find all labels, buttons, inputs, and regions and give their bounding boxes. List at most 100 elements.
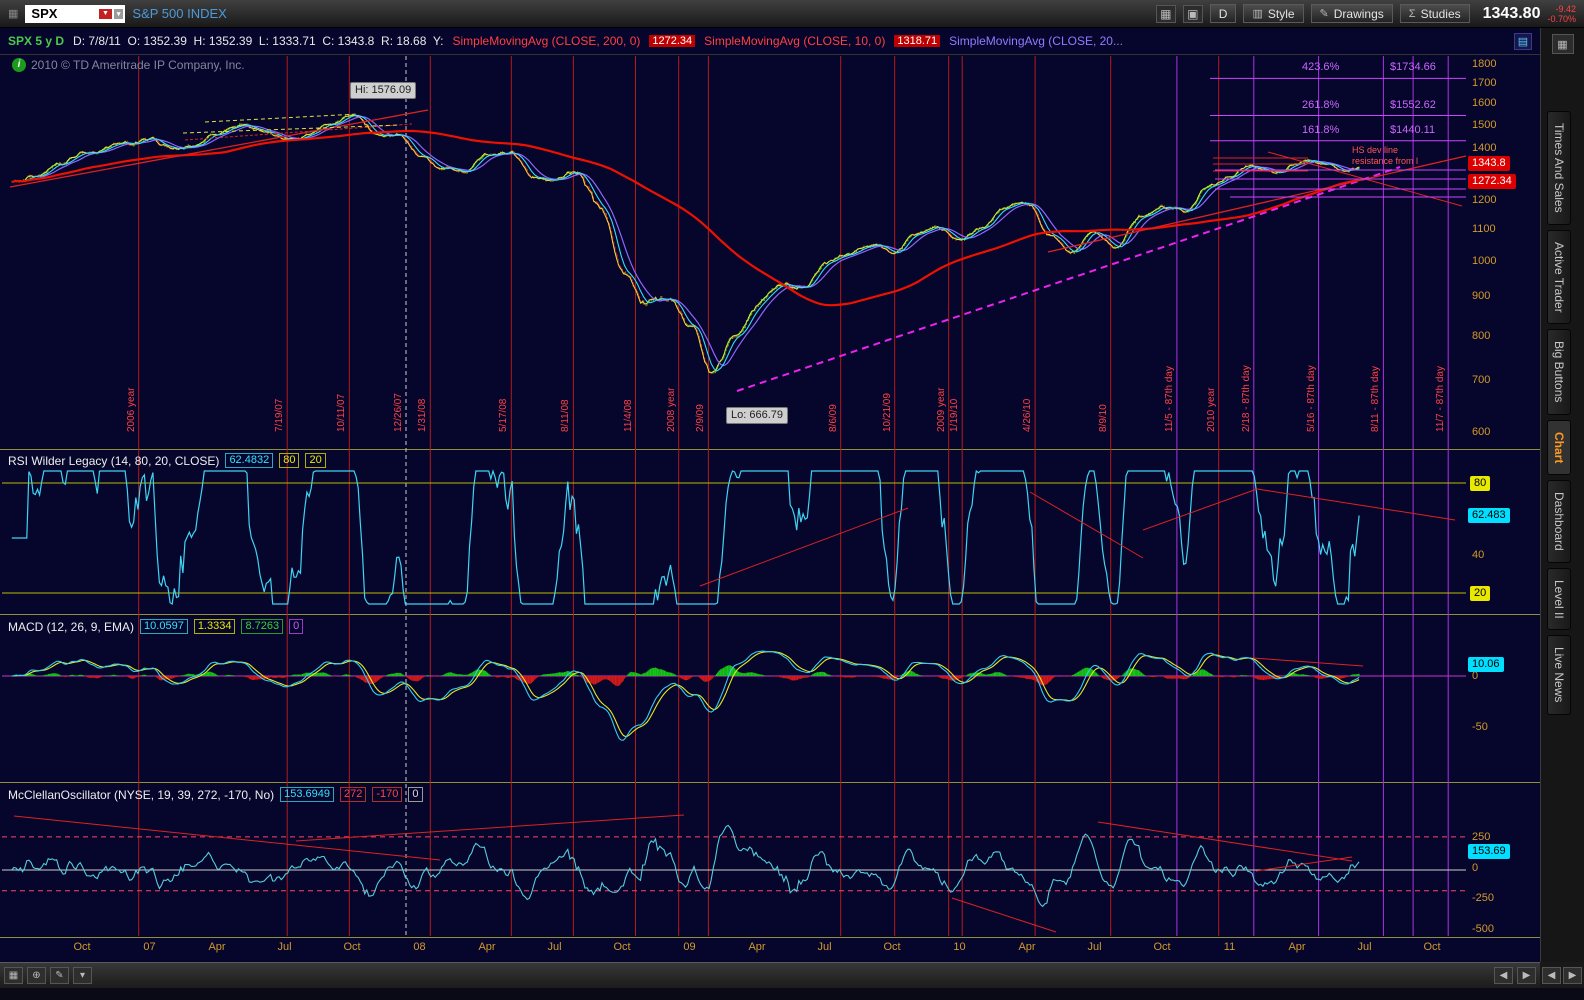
chart-info-bar: SPX 5 y D D: 7/8/11 O: 1352.39 H: 1352.3… — [0, 28, 1540, 54]
time-axis-label: Oct — [1423, 941, 1441, 953]
detach-window-icon[interactable]: ▣ — [1182, 4, 1203, 23]
symbol-history-button[interactable]: ▾ — [113, 8, 124, 19]
style-button[interactable]: ▥ Style — [1243, 4, 1304, 23]
event-date-label: 2/18 - 87th day — [1240, 365, 1252, 432]
event-date-label: 8/9/10 — [1097, 404, 1109, 432]
event-date-label: 2006 year — [125, 387, 137, 432]
price-axis-tick: 900 — [1472, 290, 1491, 303]
rsi-value: 62.4832 — [225, 453, 274, 468]
event-date-label: 2010 year — [1205, 387, 1217, 432]
event-date-label: 11/4/08 — [622, 399, 634, 432]
time-axis-label: Oct — [1153, 941, 1171, 953]
time-axis-label: 07 — [143, 941, 156, 953]
grid-view-icon[interactable]: ▦ — [1155, 4, 1176, 23]
time-axis-label: Oct — [613, 941, 631, 953]
time-axis-label: Jul — [277, 941, 292, 953]
event-date-label: 1/19/10 — [949, 398, 961, 432]
draw-mode-icon[interactable]: ✎ — [50, 967, 69, 984]
time-axis-label: Oct — [883, 941, 901, 953]
mcc-neg250-tick: -250 — [1472, 892, 1495, 904]
mcc-0-tick: 0 — [1472, 862, 1479, 874]
time-axis-label: Apr — [1288, 941, 1306, 953]
collapse-sidebar-button[interactable]: ◀ — [1542, 966, 1561, 984]
right-sidebar: ▦ Times And Sales Active Trader Big Button… — [1540, 28, 1584, 986]
scroll-right-button[interactable]: ▶ — [1517, 967, 1536, 984]
sma200-value: 1272.34 — [649, 35, 696, 47]
sidebar-tab-big-buttons[interactable]: Big Buttons — [1547, 329, 1571, 415]
time-axis-label: Apr — [748, 941, 766, 953]
price-axis-tick: 600 — [1472, 426, 1491, 439]
sidebar-tab-times-and-sales[interactable]: Times And Sales — [1547, 111, 1571, 225]
event-date-label: 5/16 - 87th day — [1305, 365, 1317, 432]
pencil-icon: ✎ — [1319, 8, 1329, 20]
price-axis-tick: 800 — [1472, 329, 1491, 342]
macd-diff: 8.7263 — [241, 619, 284, 634]
sidebar-tab-level-ii[interactable]: Level II — [1547, 567, 1571, 631]
sidebar-tab-chart[interactable]: Chart — [1547, 419, 1571, 476]
time-axis-label: Apr — [478, 941, 496, 953]
panel-layout-icon[interactable]: ▦ — [4, 967, 23, 984]
fib-extension-price: $1440.11 — [1390, 123, 1436, 136]
macd-zero: 0 — [289, 619, 304, 634]
expand-sidebar-button[interactable]: ▶ — [1563, 966, 1582, 984]
event-date-label: 11/7 - 87th day — [1435, 366, 1447, 432]
sidebar-gadget-icon[interactable]: ▦ — [1551, 34, 1574, 54]
style-icon: ▥ — [1252, 8, 1263, 20]
event-date-label: 11/5 - 87th day — [1163, 366, 1175, 432]
zoom-icon[interactable]: ⊕ — [27, 967, 46, 984]
symbol-timeframe: SPX 5 y D — [8, 34, 65, 48]
last-price: 1343.80 — [1482, 4, 1541, 22]
sidebar-tab-live-news[interactable]: Live News — [1547, 635, 1571, 715]
sidebar-corner: ◀ ▶ — [1540, 962, 1584, 988]
mcclellan-overbought: 272 — [340, 787, 367, 802]
mcc-value-bubble: 153.69 — [1468, 844, 1510, 859]
ohlc-readout: D: 7/8/11 O: 1352.39 H: 1352.39 L: 1333.… — [73, 34, 444, 48]
sma200-axis-bubble: 1272.34 — [1468, 174, 1516, 189]
copyright-watermark: 2010 © TD Ameritrade IP Company, Inc. — [31, 58, 245, 72]
time-axis-label: Oct — [343, 941, 361, 953]
sidebar-tab-active-trader[interactable]: Active Trader — [1547, 229, 1571, 325]
chart-settings-icon[interactable]: ▤ — [1514, 32, 1532, 50]
symbol-value: SPX — [31, 6, 58, 21]
event-date-label: 5/17/08 — [498, 398, 510, 432]
symbol-dropdown-button[interactable]: ▼ — [98, 8, 112, 19]
scroll-left-button[interactable]: ◀ — [1494, 967, 1513, 984]
mcclellan-panel-header: McClellanOscillator (NYSE, 19, 39, 272, … — [8, 787, 423, 802]
rsi-40-tick: 40 — [1472, 549, 1485, 561]
change-value: -9.42 — [1555, 3, 1576, 14]
rsi-overbought: 80 — [279, 453, 300, 468]
sma20-label: SimpleMovingAvg (CLOSE, 20... — [949, 34, 1123, 48]
mcc-neg500-tick: -500 — [1472, 923, 1495, 935]
event-date-label: 1/31/08 — [417, 398, 429, 432]
price-axis-tick: 1700 — [1472, 77, 1497, 90]
time-axis-label: Apr — [208, 941, 226, 953]
event-date-label: 10/21/09 — [881, 393, 893, 432]
event-date-label: 2/9/09 — [695, 404, 707, 432]
sma10-value: 1318.71 — [894, 35, 941, 47]
price-axis-tick: 1100 — [1472, 222, 1496, 235]
macd-avg: 1.3334 — [193, 619, 236, 634]
rsi-20-bubble: 20 — [1470, 586, 1491, 601]
event-date-label: 10/11/07 — [336, 393, 348, 432]
time-axis-label: Jul — [547, 941, 562, 953]
price-axis-tick: 1400 — [1472, 142, 1497, 155]
studies-button[interactable]: Σ Studies — [1399, 4, 1470, 23]
annotation-hs-dev-line: HS dev line — [1352, 145, 1399, 155]
sma200-label: SimpleMovingAvg (CLOSE, 200, 0) — [452, 34, 641, 48]
last-price-axis-bubble: 1343.8 — [1468, 156, 1510, 171]
symbol-input[interactable]: SPX ▼ ▾ — [25, 4, 126, 23]
macd-label: MACD (12, 26, 9, EMA) — [8, 619, 135, 634]
fib-extension-pct: 261.8% — [1302, 98, 1340, 111]
time-axis-label: Oct — [73, 941, 91, 953]
event-date-label: 8/6/09 — [827, 404, 839, 432]
mcc-250-tick: 250 — [1472, 831, 1491, 843]
more-options-icon[interactable]: ▾ — [73, 967, 92, 984]
sma10-label: SimpleMovingAvg (CLOSE, 10, 0) — [704, 34, 886, 48]
price-axis-tick: 1200 — [1472, 193, 1497, 206]
drawings-button[interactable]: ✎ Drawings — [1310, 4, 1393, 23]
info-icon[interactable]: i — [12, 58, 26, 72]
sidebar-tab-dashboard[interactable]: Dashboard — [1547, 480, 1571, 563]
timeframe-button[interactable]: D — [1209, 4, 1237, 23]
